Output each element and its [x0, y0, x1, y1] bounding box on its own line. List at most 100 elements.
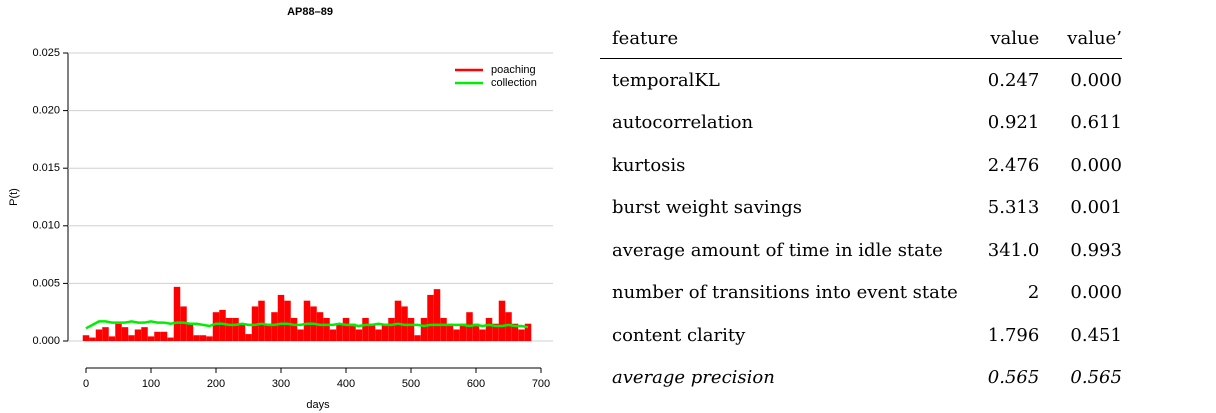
bar: [323, 317, 330, 341]
bar: [420, 317, 428, 341]
table-cell: 341.0: [987, 239, 1040, 261]
bar: [82, 335, 90, 341]
y-tick-label: 0.005: [32, 277, 60, 289]
x-tick-label: 500: [402, 378, 420, 390]
bar: [414, 335, 421, 341]
bar: [232, 317, 239, 341]
bar: [329, 329, 337, 341]
table-cell: 0.000: [1070, 282, 1122, 304]
bar: [128, 335, 135, 341]
bar: [134, 329, 142, 341]
bar: [212, 312, 220, 341]
table-cell: 0.993: [1070, 239, 1122, 261]
bar: [459, 323, 467, 341]
y-tick-label: 0.010: [32, 220, 60, 232]
bar: [147, 336, 155, 341]
table-row: average amount of time in idle state 341.…: [600, 229, 1122, 272]
bar: [264, 323, 272, 341]
feature-table: feature value value’ temporalKL 0.247 0.000 au…: [600, 18, 1122, 399]
table-cell: 0.000: [1070, 154, 1122, 176]
bar: [316, 312, 324, 341]
bar: [199, 335, 207, 341]
bar: [115, 323, 122, 341]
bar: [492, 323, 499, 341]
bar: [381, 323, 389, 341]
bar: [479, 329, 486, 341]
bar: [427, 294, 434, 341]
bar: [277, 294, 285, 341]
table-cell: 0.000: [1070, 69, 1122, 91]
bar: [219, 309, 226, 341]
bar: [141, 327, 148, 341]
bar: [355, 329, 363, 341]
bar: [297, 329, 304, 341]
table-cell: content clarity: [612, 324, 746, 346]
legend-label: collection: [491, 77, 537, 89]
bar: [518, 329, 525, 341]
chart: AP88–89 days P(t) 0.000 0.005 0.010 0.015 0.…: [8, 6, 553, 411]
table-cell: autocorrelation: [612, 112, 754, 134]
header-cell: value’: [1039, 18, 1122, 59]
table-row: temporalKL 0.247 0.000: [600, 59, 1122, 102]
bar: [102, 327, 109, 341]
bar: [121, 327, 129, 341]
table-row: number of transitions into event state 2 0…: [600, 272, 1122, 315]
bar: [336, 323, 343, 341]
y-tick-label: 0.025: [32, 47, 60, 59]
bar: [303, 300, 311, 341]
bar: [375, 329, 382, 341]
bar: [89, 337, 96, 341]
x-axis-label: days: [306, 399, 330, 411]
bar: [453, 329, 460, 341]
table-row: average precision 0.565 0.565: [600, 357, 1122, 400]
bar: [193, 335, 200, 341]
bar: [167, 337, 174, 341]
bar: [349, 323, 356, 341]
table-cell: 0.921: [987, 112, 1040, 134]
bar: [238, 323, 246, 341]
x-tick-label: 100: [142, 378, 160, 390]
table-body: temporalKL 0.247 0.000 autocorrelation 0.921…: [600, 59, 1122, 400]
bar: [498, 300, 506, 341]
table-cell: 0.451: [1070, 324, 1122, 346]
table-row: kurtosis 2.476 0.000: [600, 144, 1122, 187]
bar: [245, 334, 252, 341]
x-tick-label: 700: [532, 378, 550, 390]
bar: [186, 323, 194, 341]
x-tick-label: 200: [207, 378, 225, 390]
bar: [290, 317, 298, 341]
line: [85, 320, 529, 330]
x-tick-label: 0: [83, 378, 89, 390]
bar: [407, 317, 415, 341]
bar: [108, 336, 116, 341]
table-cell: average precision: [612, 367, 775, 389]
x-tick-label: 300: [272, 378, 290, 390]
bar: [440, 317, 447, 341]
table-cell: 2.476: [987, 154, 1040, 176]
bar: [160, 331, 168, 341]
chart-title: AP88–89: [287, 6, 333, 18]
header-cell: value: [957, 18, 1040, 59]
bar: [154, 331, 161, 341]
legend-label: poaching: [491, 64, 536, 76]
table-cell: 0.565: [1070, 367, 1122, 389]
bar: [511, 323, 519, 341]
table-cell: temporalKL: [612, 69, 720, 91]
table-cell: 0.247: [987, 69, 1040, 91]
table-cell: 0.611: [1070, 112, 1122, 134]
x-tick-label: 600: [467, 378, 485, 390]
bar: [271, 312, 278, 341]
bar: [362, 317, 369, 341]
table-row: content clarity 1.796 0.451: [600, 314, 1122, 357]
y-tick-label: 0.015: [32, 162, 60, 174]
bar: [446, 323, 454, 341]
bar: [173, 286, 181, 341]
table-cell: average amount of time in idle state: [612, 239, 943, 261]
table-row: burst weight savings 5.313 0.001: [600, 187, 1122, 230]
bar: [225, 317, 233, 341]
table-cell: 2: [1027, 282, 1040, 304]
table-cell: burst weight savings: [612, 197, 803, 219]
table-cell: number of transitions into event state: [612, 282, 958, 304]
bar: [95, 329, 103, 341]
